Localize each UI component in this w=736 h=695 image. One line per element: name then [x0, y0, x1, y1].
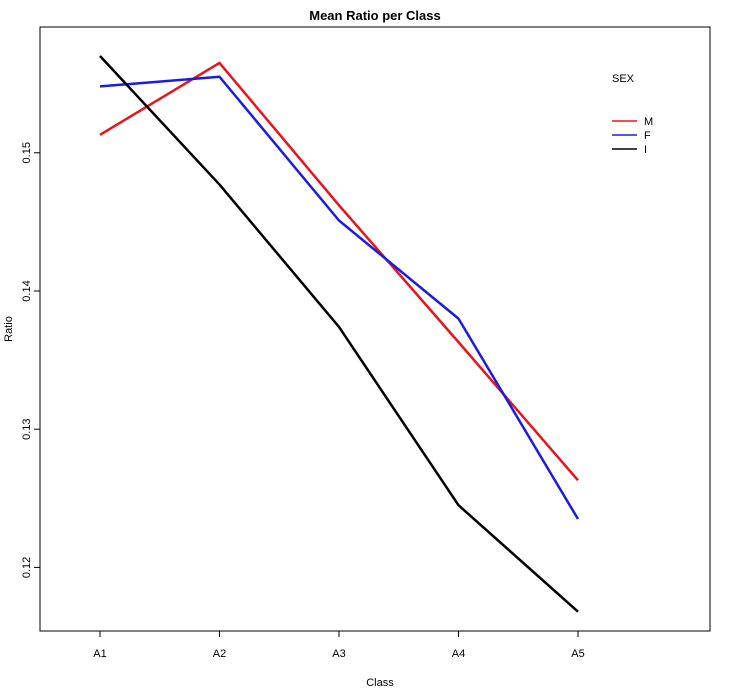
legend-label-f: F [644, 130, 651, 142]
y-tick-label: 0.13 [21, 418, 33, 439]
x-tick-label: A4 [452, 648, 465, 660]
x-axis-label: Class [366, 677, 394, 689]
x-axis: A1 A2 A3 A4 A5 [93, 631, 585, 660]
legend-title: SEX [612, 73, 635, 85]
y-tick-label: 0.14 [21, 280, 33, 301]
x-tick-label: A2 [213, 648, 226, 660]
series-line-f [99, 75, 580, 520]
legend: SEX MFI [612, 73, 653, 156]
x-tick-label: A5 [571, 648, 584, 660]
y-tick-label: 0.12 [21, 557, 33, 578]
y-tick-label: 0.15 [21, 142, 33, 163]
chart-title: Mean Ratio per Class [309, 8, 441, 23]
y-axis-label: Ratio [3, 316, 15, 342]
series-line-m [99, 61, 579, 482]
legend-label-i: I [644, 144, 647, 156]
y-axis: 0.12 0.13 0.14 0.15 [21, 142, 40, 578]
legend-label-m: M [644, 116, 653, 128]
plot-frame [39, 26, 711, 632]
series-lines [99, 55, 580, 613]
series-line-i [99, 55, 579, 613]
x-tick-label: A1 [93, 648, 106, 660]
x-tick-label: A3 [332, 648, 345, 660]
